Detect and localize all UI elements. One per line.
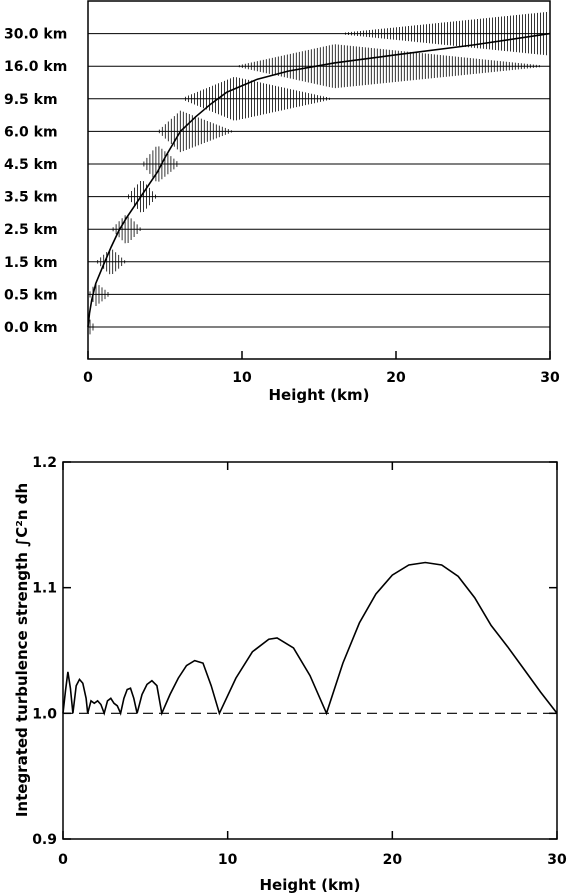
plot-frame: [62, 461, 558, 840]
x-tick-label: 20: [386, 370, 406, 386]
x-tick-label: 10: [218, 852, 238, 868]
x-ticks: 0 10 20 30: [83, 351, 560, 386]
x-tick-label: 0: [58, 852, 68, 868]
y-tick-label: 0.0 km: [4, 320, 58, 336]
plot-frame: [87, 0, 551, 360]
y-tick-label: 0.9: [32, 832, 57, 848]
y-tick-label: 3.5 km: [4, 190, 58, 206]
series-line: [62, 561, 558, 717]
x-tick-label: 0: [83, 370, 93, 386]
y-ticks: 0.9 1.0 1.1 1.2: [32, 455, 557, 848]
y-tick-label: 1.2: [32, 455, 57, 471]
x-tick-label: 10: [232, 370, 252, 386]
y-tick-label: 1.0: [32, 706, 57, 722]
y-axis-title: Integrated turbulence strength ∫C²n dh: [13, 483, 31, 817]
y-tick-label: 30.0 km: [4, 27, 67, 43]
x-axis-title: Height (km): [269, 386, 370, 404]
x-ticks: 0 10 20 30: [58, 462, 567, 868]
x-tick-label: 30: [547, 852, 567, 868]
chart-layer-tracking: 0.0 km 0.5 km 1.5 km 2.5 km 3.5 km 4.5 km 6.0 …: [4, 0, 560, 404]
y-tick-label: 1.5 km: [4, 255, 58, 271]
x-tick-label: 30: [540, 370, 560, 386]
error-bars: [89, 11, 547, 335]
y-tick-label: 9.5 km: [4, 92, 58, 108]
y-tick-label: 6.0 km: [4, 124, 58, 140]
y-tick-label: 2.5 km: [4, 222, 58, 238]
y-tick-label: 4.5 km: [4, 157, 58, 173]
layer-lines: [88, 33, 550, 328]
x-tick-label: 20: [383, 852, 403, 868]
y-tick-labels: 0.0 km 0.5 km 1.5 km 2.5 km 3.5 km 4.5 km 6.0 …: [4, 27, 67, 336]
series-line: [87, 32, 551, 328]
y-tick-label: 0.5 km: [4, 287, 58, 303]
x-axis-title: Height (km): [260, 876, 361, 894]
y-tick-label: 16.0 km: [4, 59, 67, 75]
chart-turbulence: 0.9 1.0 1.1 1.2 0 10 20 30 Height (km) Integra…: [13, 455, 567, 894]
y-tick-label: 1.1: [32, 581, 57, 597]
